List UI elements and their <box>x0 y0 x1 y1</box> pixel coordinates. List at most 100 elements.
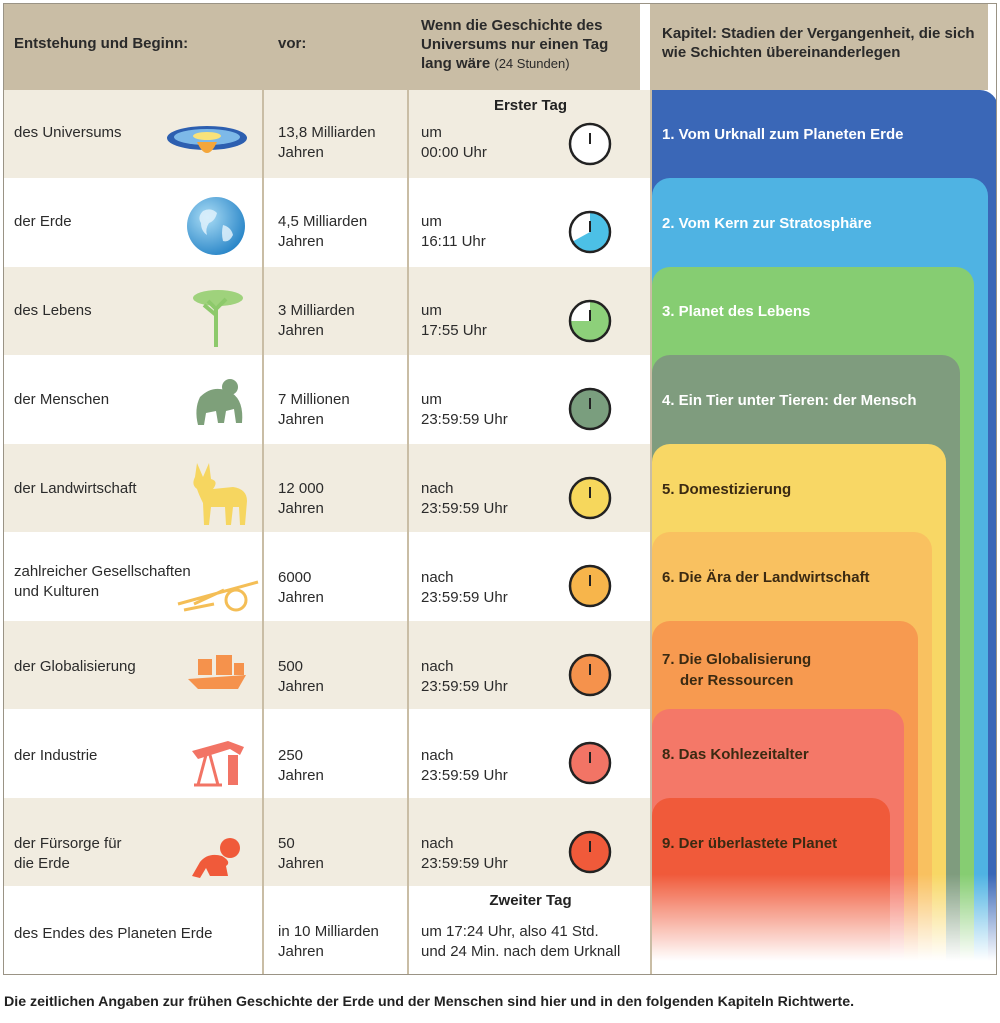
day-time: um 16:11 Uhr <box>421 212 486 252</box>
origin-label: der Erde <box>14 213 72 230</box>
first-day-label: Erster Tag <box>493 97 568 114</box>
clock-icon <box>568 210 612 254</box>
ago-value: 7 Millionen Jahren <box>278 390 350 430</box>
oil-pump-icon <box>192 741 244 787</box>
time-line2: 23:59:59 Uhr <box>421 767 508 784</box>
day-time: um 17:24 Uhr, also 41 Std. und 24 Min. na… <box>421 922 620 962</box>
ago-value: 3 Milliarden Jahren <box>278 301 355 341</box>
origin-label: des Endes des Planeten Erde <box>14 925 213 942</box>
time-line1: nach <box>421 658 454 675</box>
ago-value: 500 Jahren <box>278 657 324 697</box>
ago-line2: Jahren <box>278 144 324 161</box>
ago-line2: Jahren <box>278 589 324 606</box>
time-line1: nach <box>421 569 454 586</box>
origin-label: der Landwirtschaft <box>14 480 137 497</box>
chapter-title-4: 4. Ein Tier unter Tieren: der Mensch <box>662 392 917 409</box>
table-row <box>4 444 652 532</box>
chapter-title-3: 3. Planet des Lebens <box>662 303 811 320</box>
clock-icon <box>568 476 612 520</box>
second-day-label: Zweiter Tag <box>489 892 572 909</box>
time-line1: um <box>421 302 442 319</box>
time-line2: 23:59:59 Uhr <box>421 678 508 695</box>
time-line1: nach <box>421 747 454 764</box>
chapter-title-7: 7. Die Globalisierung der Ressourcen <box>662 649 811 691</box>
clock-icon <box>568 564 612 608</box>
table-row <box>4 90 652 178</box>
origin-label-line2: und Kulturen <box>14 583 100 600</box>
origin-label: des Lebens <box>14 302 92 319</box>
table-row <box>4 621 652 709</box>
clock-icon <box>568 830 612 874</box>
tree-icon <box>193 290 243 347</box>
day-time: um 17:55 Uhr <box>421 301 487 341</box>
header-ago-label: vor: <box>278 35 307 52</box>
origin-label: der Globalisierung <box>14 658 136 675</box>
header-one-day: Wenn die Geschichte des Universums nur e… <box>409 4 640 90</box>
ago-value: 13,8 Milliarden Jahren <box>278 123 376 163</box>
time-line2: 23:59:59 Uhr <box>421 500 508 517</box>
header-chapters: Kapitel: Stadien der Vergangenheit, die … <box>652 4 988 90</box>
plough-icon <box>177 580 259 612</box>
clock-icon <box>568 387 612 431</box>
origin-label: der Industrie <box>14 747 98 764</box>
time-line1: um <box>421 213 442 230</box>
ago-value: 250 Jahren <box>278 746 324 786</box>
origin-label: der Fürsorge für die Erde <box>14 834 122 874</box>
header-origin: Entstehung und Beginn: <box>4 4 262 90</box>
ago-line2: Jahren <box>278 322 324 339</box>
origin-label-line1: der Fürsorge für <box>14 835 122 852</box>
ago-line2: Jahren <box>278 500 324 517</box>
time-line1: nach <box>421 480 454 497</box>
header-one-day-note: (24 Stunden) <box>494 56 570 71</box>
ago-line1: 500 <box>278 658 304 675</box>
origin-label: der Menschen <box>14 391 110 408</box>
time-line2: 23:59:59 Uhr <box>421 589 508 606</box>
header-chapters-label: Kapitel: Stadien der Vergangenheit, die … <box>662 25 975 61</box>
ago-line2: Jahren <box>278 233 324 250</box>
time-line2: 16:11 Uhr <box>421 233 486 250</box>
ago-line1: 50 <box>278 835 295 852</box>
ago-line1: 6000 <box>278 569 312 586</box>
day-time: nach 23:59:59 Uhr <box>421 479 508 519</box>
chapter-title-9: 9. Der überlastete Planet <box>662 835 838 852</box>
origin-label: zahlreicher Gesellschaften und Kulturen <box>14 562 191 602</box>
infographic-table: Entstehung und Beginn: vor: Wenn die Ges… <box>3 3 997 975</box>
gorilla-icon <box>196 379 243 425</box>
header-origin-label: Entstehung und Beginn: <box>14 35 189 52</box>
origin-label: des Universums <box>14 124 122 141</box>
day-time: nach 23:59:59 Uhr <box>421 568 508 608</box>
ago-value: 50 Jahren <box>278 834 324 874</box>
ago-line2: Jahren <box>278 411 324 428</box>
time-line1: nach <box>421 835 454 852</box>
ago-value: 12 000 Jahren <box>278 479 324 519</box>
footnote: Die zeitlichen Angaben zur frühen Geschi… <box>4 994 855 1010</box>
column-divider <box>407 4 409 974</box>
day-time: um 23:59:59 Uhr <box>421 390 508 430</box>
ago-value: in 10 Milliarden Jahren <box>278 922 379 962</box>
ago-line1: 4,5 Milliarden <box>278 213 368 230</box>
ago-value: 4,5 Milliarden Jahren <box>278 212 367 252</box>
column-divider <box>650 4 652 974</box>
table-row <box>4 709 652 798</box>
time-line2: 23:59:59 Uhr <box>421 855 508 872</box>
baby-icon <box>192 838 240 878</box>
ship-icon <box>188 655 246 689</box>
table-row <box>4 267 652 355</box>
ago-line1: 13,8 Milliarden <box>278 124 376 141</box>
chapter-title-7-line1: 7. Die Globalisierung <box>662 651 812 668</box>
time-line2: und 24 Min. nach dem Urknall <box>421 943 621 960</box>
ago-line1: 3 Milliarden <box>278 302 355 319</box>
ago-line1: in 10 Milliarden <box>278 923 379 940</box>
time-line2: 17:55 Uhr <box>421 322 487 339</box>
origin-label-line2: die Erde <box>14 855 70 872</box>
chapter-title-7-line2: der Ressourcen <box>680 672 794 689</box>
clock-icon <box>568 653 612 697</box>
day-time: nach 23:59:59 Uhr <box>421 834 508 874</box>
chapter-title-2: 2. Vom Kern zur Stratosphäre <box>662 215 872 232</box>
origin-label-line1: zahlreicher Gesellschaften <box>14 563 191 580</box>
time-line1: um <box>421 124 442 141</box>
galaxy-icon <box>167 126 247 153</box>
ago-line2: Jahren <box>278 855 324 872</box>
ago-line2: Jahren <box>278 943 324 960</box>
ago-value: 6000 Jahren <box>278 568 324 608</box>
